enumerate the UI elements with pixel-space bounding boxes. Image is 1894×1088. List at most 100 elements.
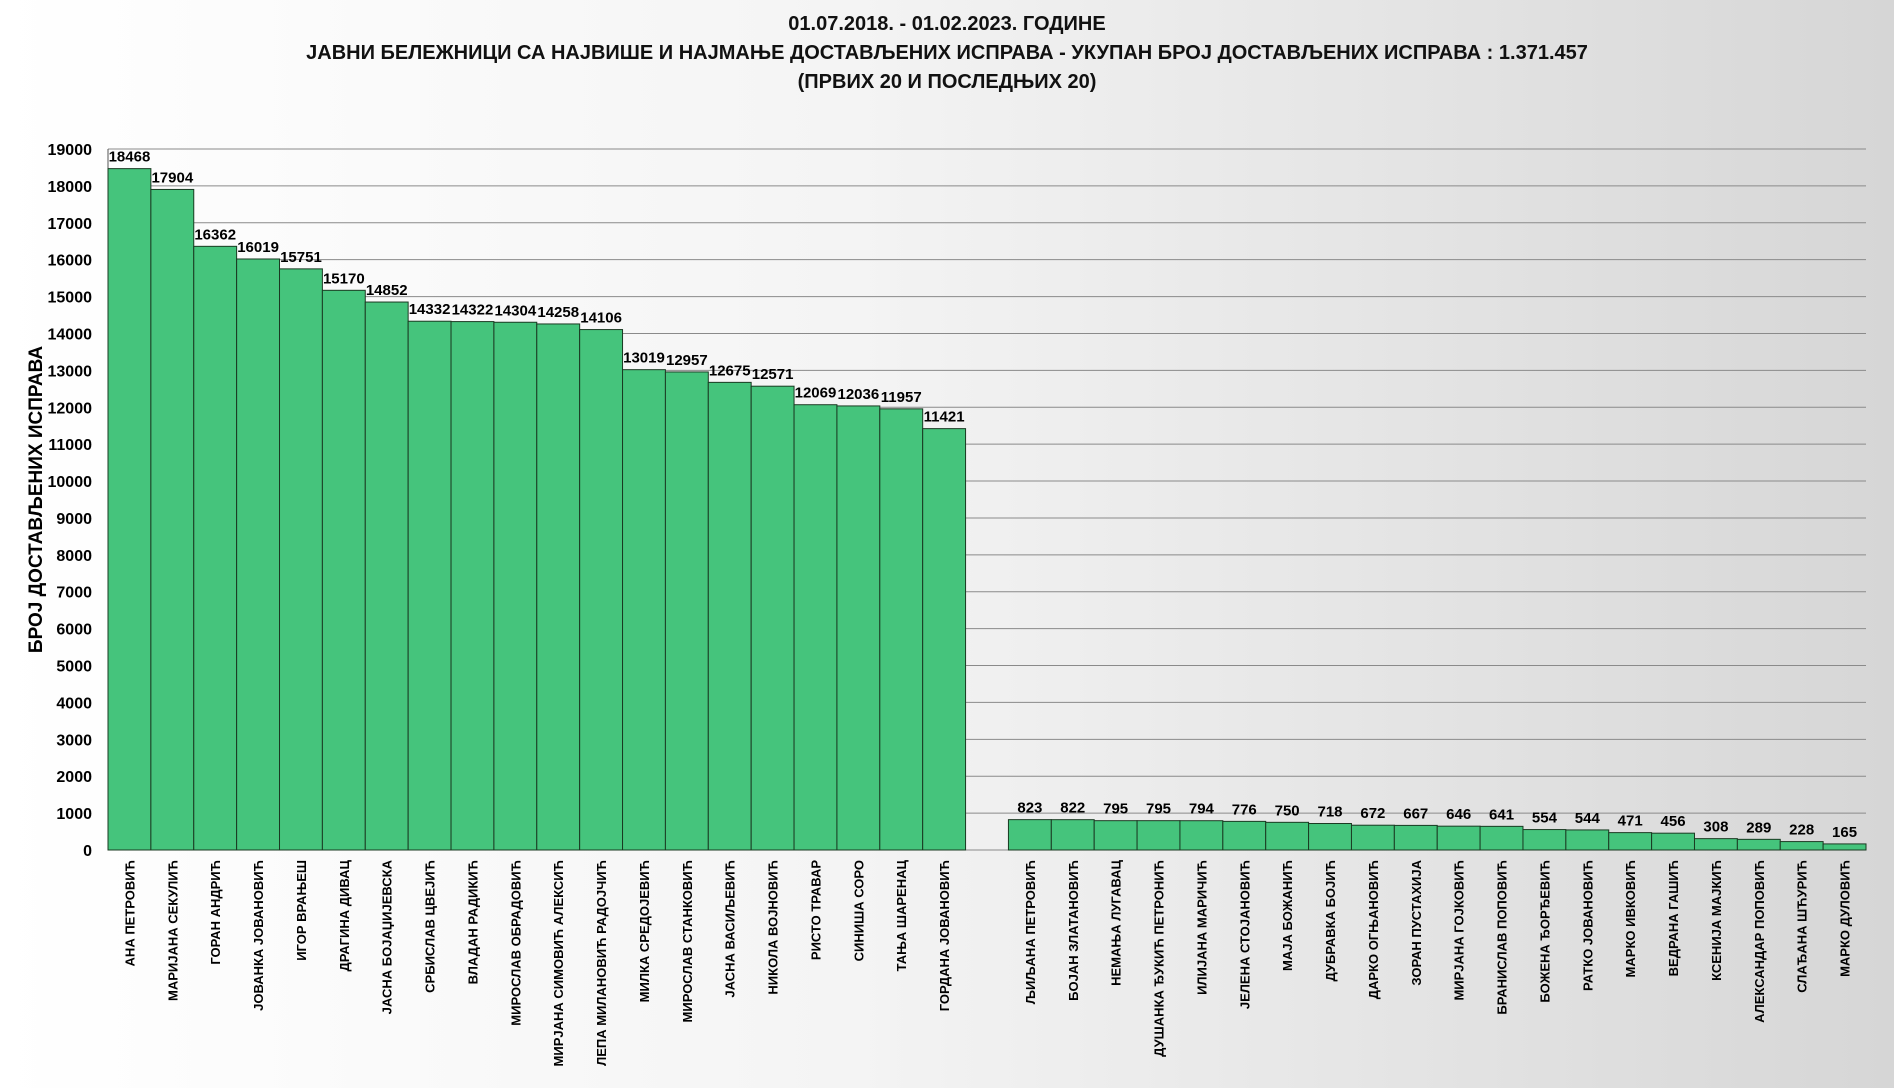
- x-category-label: МИРОСЛАВ СТАНКОВИЋ: [680, 860, 695, 1022]
- x-category-label: МИРЈАНА СИМОВИЋ АЛЕКСИЋ: [551, 860, 566, 1066]
- bar: [321, 289, 366, 851]
- data-label: 13019: [623, 350, 665, 367]
- data-label: 795: [1103, 801, 1128, 818]
- y-tick-label: 14000: [48, 326, 93, 343]
- bar: [793, 404, 838, 851]
- bar: [579, 329, 624, 851]
- bar: [1822, 843, 1867, 851]
- y-tick-label: 13000: [48, 363, 93, 380]
- y-tick-label: 17000: [48, 216, 93, 233]
- y-tick-label: 5000: [56, 659, 92, 676]
- data-label: 456: [1661, 813, 1686, 830]
- x-category-label: РАТКО ЈОВАНОВИЋ: [1580, 860, 1595, 991]
- data-label: 795: [1146, 801, 1171, 818]
- x-category-label: ЈЕЛЕНА СТОЈАНОВИЋ: [1237, 860, 1252, 1009]
- data-label: 289: [1746, 819, 1771, 836]
- x-category-label: МИЛКА СРЕДОЈЕВИЋ: [637, 860, 652, 1002]
- x-category-label: КСЕНИЈА МАЈКИЋ: [1709, 860, 1724, 981]
- bar: [1393, 824, 1438, 851]
- x-category-label: МАЈА БОЖАНИЋ: [1280, 860, 1295, 971]
- data-label: 16019: [237, 239, 279, 256]
- data-label: 12675: [709, 362, 751, 379]
- data-label: 165: [1832, 824, 1857, 841]
- x-category-label: БОЖЕНА ЂОРЂЕВИЋ: [1537, 860, 1552, 1003]
- x-category-label: СРБИСЛАВ ЦВЕЈИЋ: [423, 860, 438, 993]
- data-label: 14304: [494, 302, 536, 319]
- y-tick-label: 8000: [56, 548, 92, 565]
- y-tick-label: 19000: [48, 142, 93, 159]
- y-tick-label: 10000: [48, 474, 93, 491]
- data-label: 11957: [881, 389, 922, 406]
- x-category-label: ИЛИЈАНА МАРИЧИЋ: [1194, 860, 1209, 995]
- bar: [1651, 832, 1695, 851]
- data-label: 14322: [452, 302, 494, 319]
- x-category-label: МАРКО ИВКОВИЋ: [1623, 860, 1638, 977]
- data-label: 718: [1318, 804, 1343, 821]
- y-tick-label: 6000: [56, 622, 92, 639]
- bar: [664, 371, 709, 851]
- chart-title-line-1: 01.07.2018. - 01.02.2023. ГОДИНЕ: [788, 13, 1106, 35]
- bar: [1479, 825, 1524, 851]
- bar: [1093, 820, 1138, 851]
- x-category-label: ЈАСНА ВАСИЉЕВИЋ: [723, 860, 738, 998]
- data-label: 11421: [924, 409, 965, 426]
- y-tick-label: 15000: [48, 290, 93, 307]
- x-category-label: НИКОЛА ВОЈНОВИЋ: [766, 860, 781, 995]
- bar: [450, 321, 495, 851]
- bar: [536, 323, 581, 851]
- data-label: 667: [1403, 805, 1428, 822]
- data-label: 16362: [194, 226, 236, 243]
- data-label: 641: [1489, 806, 1514, 823]
- data-label: 12571: [752, 366, 794, 383]
- bar: [279, 268, 323, 851]
- data-label: 794: [1189, 801, 1215, 818]
- y-tick-label: 18000: [48, 179, 93, 196]
- data-label: 12957: [666, 352, 708, 369]
- bar: [150, 188, 195, 851]
- x-category-label: ТАЊА ШАРЕНАЦ: [894, 859, 909, 971]
- x-category-label: АНА ПЕТРОВИЋ: [122, 860, 137, 966]
- y-tick-label: 1000: [56, 806, 92, 823]
- bar: [707, 381, 752, 851]
- x-category-label: МАРКО ДУЛОВИЋ: [1838, 860, 1853, 977]
- x-category-label: ВЛАДАН РАДИКИЋ: [465, 860, 480, 984]
- y-tick-label: 16000: [48, 253, 93, 270]
- x-category-label: ДУБРАВКА БОЈИЋ: [1323, 860, 1338, 982]
- y-tick-label: 2000: [56, 769, 92, 786]
- data-label: 17904: [151, 169, 193, 186]
- bar: [407, 320, 452, 851]
- x-category-label: ГОРДАНА ЈОВАНОВИЋ: [937, 860, 952, 1011]
- x-category-label: МИРОСЛАВ ОБРАДОВИЋ: [508, 860, 523, 1026]
- bar: [1436, 825, 1481, 851]
- bar: [1350, 824, 1395, 851]
- x-category-label: ДРАГИНА ДИВАЦ: [337, 860, 352, 972]
- data-label: 823: [1017, 800, 1042, 817]
- data-label: 14258: [537, 304, 579, 321]
- y-tick-label: 4000: [56, 695, 92, 712]
- x-category-label: СЛАЂАНА ШЋУРИЋ: [1795, 860, 1810, 993]
- bar: [1522, 829, 1567, 851]
- y-tick-label: 7000: [56, 585, 92, 602]
- bar: [493, 321, 538, 851]
- x-category-label: ЛЕПА МИЛАНОВИЋ РАДОЈЧИЋ: [594, 860, 609, 1066]
- data-label: 12069: [795, 385, 837, 402]
- data-label: 12036: [838, 386, 880, 403]
- bar: [750, 385, 795, 851]
- bar: [1779, 841, 1824, 851]
- data-label: 471: [1618, 813, 1643, 830]
- x-category-label: НЕМАЊА ЛУГАВАЦ: [1109, 860, 1124, 986]
- data-label: 646: [1446, 806, 1471, 823]
- chart-title-line-3: (ПРВИХ 20 И ПОСЛЕДЊИХ 20): [797, 71, 1097, 93]
- bar: [107, 168, 152, 851]
- bar: [879, 408, 924, 851]
- data-label: 14332: [409, 301, 451, 318]
- x-category-label: ДУШАНКА ЂУКИЋ ПЕТРОНИЋ: [1152, 860, 1167, 1057]
- bar: [1179, 820, 1224, 851]
- data-label: 14106: [580, 310, 622, 327]
- bar: [1265, 821, 1310, 851]
- data-label: 554: [1532, 810, 1558, 827]
- x-category-label: ЗОРАН ПУСТАХИЈА: [1409, 859, 1424, 985]
- y-tick-label: 12000: [48, 400, 93, 417]
